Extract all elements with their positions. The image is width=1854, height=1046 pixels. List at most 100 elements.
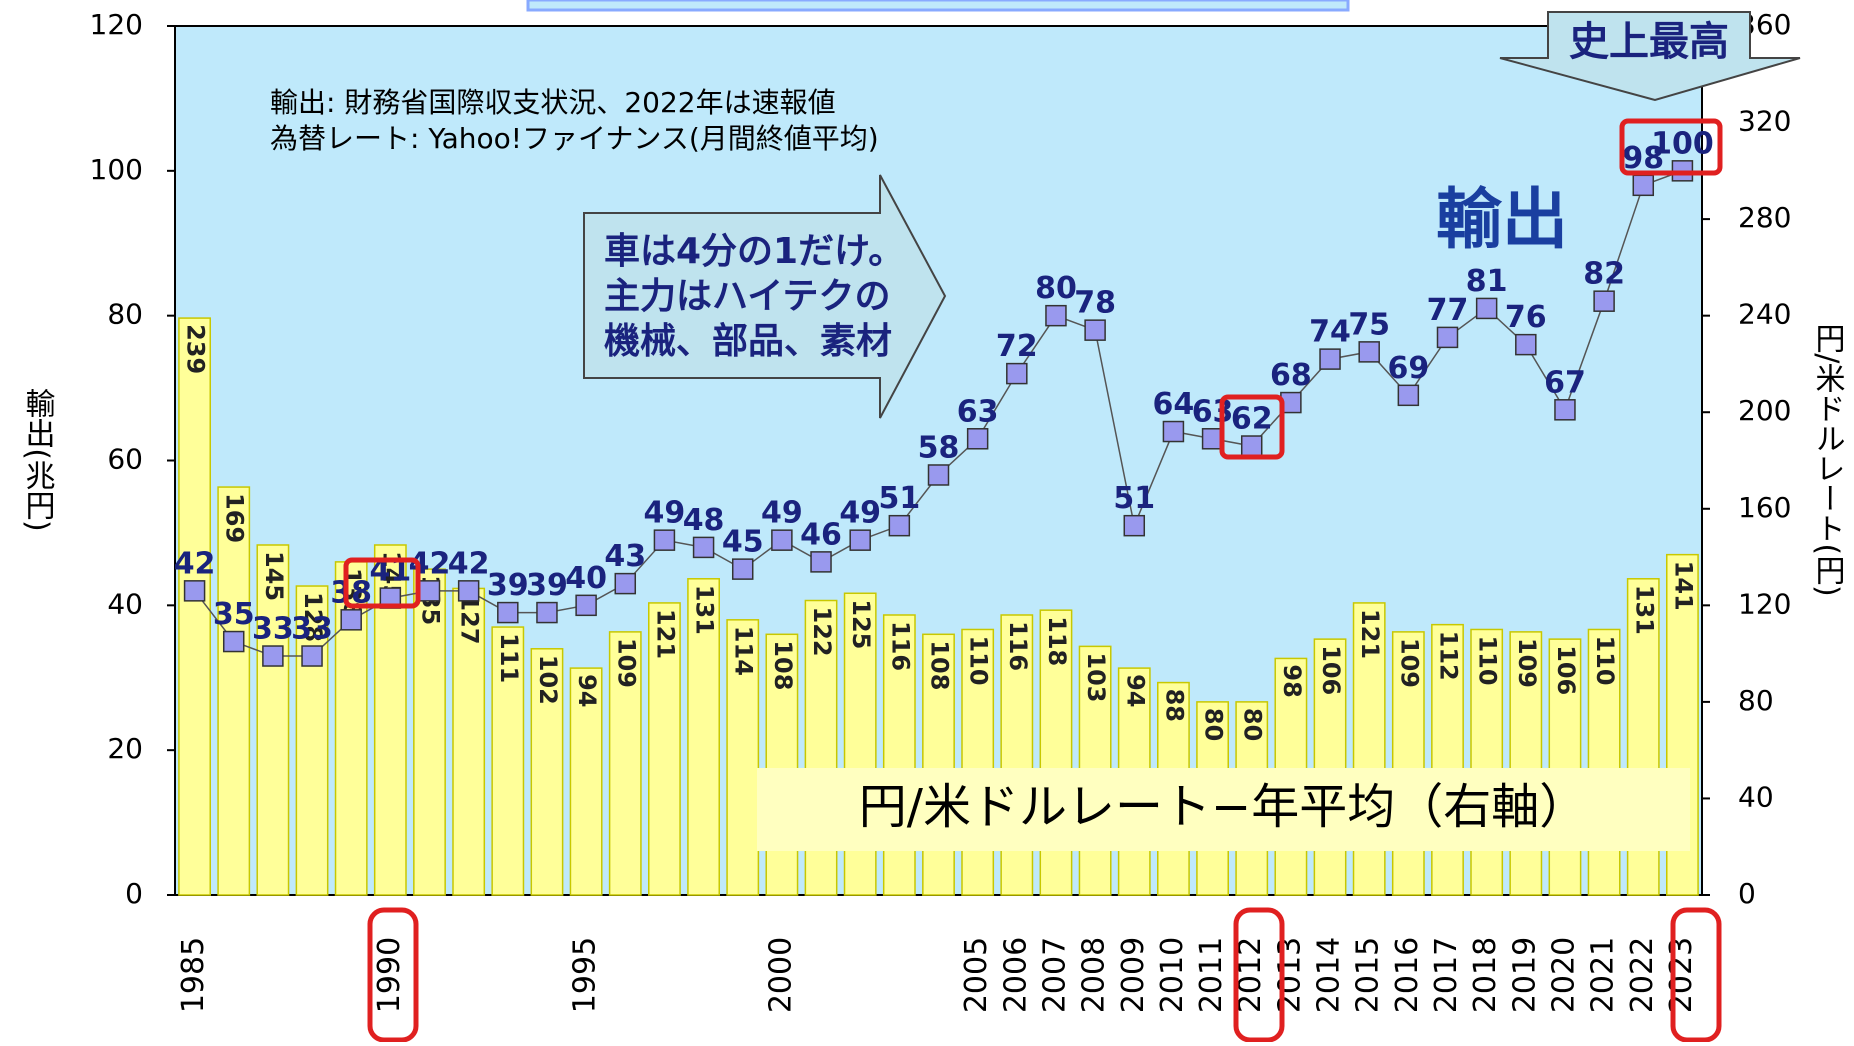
record-arrow xyxy=(1499,11,1801,102)
bar xyxy=(1313,638,1347,896)
point-label: 42 xyxy=(174,546,216,581)
point-label: 80 xyxy=(1035,271,1077,306)
y-tick-label: 100 xyxy=(90,153,143,186)
point xyxy=(418,580,441,602)
bar-label: 239 xyxy=(182,324,210,374)
x-tick-label: 2015 xyxy=(1351,937,1386,1013)
bar xyxy=(256,544,290,896)
point-label: 39 xyxy=(526,568,568,603)
point-label: 63 xyxy=(957,394,999,429)
highlight xyxy=(367,907,419,1043)
bar xyxy=(295,585,329,896)
x-tick-label: 2023 xyxy=(1664,937,1699,1013)
bar-label: 169 xyxy=(221,493,249,543)
point xyxy=(1006,362,1028,385)
point-label: 100 xyxy=(1651,126,1714,161)
y2-tick-label: 280 xyxy=(1738,201,1791,234)
point-label: 77 xyxy=(1427,293,1469,328)
point-label: 48 xyxy=(683,503,725,538)
bar xyxy=(413,568,446,896)
bar-label: 121 xyxy=(1356,609,1384,659)
point xyxy=(340,609,362,631)
y-tick-label: 40 xyxy=(107,587,143,620)
bar-label: 116 xyxy=(886,621,914,671)
point xyxy=(262,645,284,667)
point xyxy=(1593,290,1615,312)
point-label: 63 xyxy=(1192,394,1234,429)
point xyxy=(301,645,323,667)
callout: 機械、部品、素材 xyxy=(604,321,892,362)
note: 輸出: 財務省国際収支状況、2022年は速報値 xyxy=(270,86,836,119)
note: 為替レート: Yahoo!ファイナンス(月間終値平均) xyxy=(270,122,879,155)
bar-label: 110 xyxy=(1474,635,1502,685)
point xyxy=(575,594,597,617)
point-label: 62 xyxy=(1231,402,1273,437)
bar-label: 131 xyxy=(691,585,719,635)
x-tick-label: 1990 xyxy=(372,937,407,1013)
x-tick-label: 2006 xyxy=(998,937,1033,1013)
point xyxy=(1436,326,1459,349)
point xyxy=(1084,319,1106,341)
point xyxy=(810,551,832,573)
bar xyxy=(765,633,799,896)
bar-label: 103 xyxy=(1082,652,1110,702)
series-title: 輸出 xyxy=(1436,181,1568,258)
point-label: 45 xyxy=(722,525,764,560)
bar-label: 109 xyxy=(612,638,640,688)
x-tick-label: 2018 xyxy=(1468,937,1503,1013)
bar-label: 131 xyxy=(1630,585,1658,635)
x-tick-label: 2000 xyxy=(763,937,798,1013)
point xyxy=(614,572,637,595)
y2-tick-label: 40 xyxy=(1738,780,1774,813)
top-box xyxy=(526,0,1350,12)
y-tick-label: 120 xyxy=(90,8,143,41)
x-tick-label: 2014 xyxy=(1312,937,1347,1013)
point-label: 98 xyxy=(1622,141,1664,176)
bar-label: 127 xyxy=(456,594,484,644)
point-label: 40 xyxy=(565,561,607,596)
point xyxy=(1632,174,1655,197)
highlight xyxy=(1233,907,1285,1043)
y2-tick-label: 200 xyxy=(1738,394,1791,427)
x-tick-label: 2008 xyxy=(1077,937,1112,1013)
point xyxy=(1162,420,1185,443)
point-label: 75 xyxy=(1348,307,1390,342)
y-tick-label: 80 xyxy=(107,298,143,331)
bar xyxy=(687,578,720,896)
point-label: 33 xyxy=(291,612,333,647)
point xyxy=(731,558,754,580)
point-label: 46 xyxy=(800,517,842,552)
highlight xyxy=(1619,118,1723,176)
point xyxy=(1358,341,1380,363)
x-tick-label: 1985 xyxy=(176,937,211,1013)
y-tick-label: 0 xyxy=(125,877,143,910)
point xyxy=(692,536,715,559)
y2-tick-label: 320 xyxy=(1738,105,1791,138)
bar xyxy=(726,619,760,896)
bar-label: 118 xyxy=(1043,616,1071,666)
y-tick-label: 60 xyxy=(107,443,143,476)
point-label: 49 xyxy=(644,496,686,531)
bar-label: 108 xyxy=(769,640,797,690)
point-label: 74 xyxy=(1309,315,1351,350)
point-label: 42 xyxy=(409,546,451,581)
bar xyxy=(922,633,955,896)
x-tick-label: 2017 xyxy=(1429,937,1464,1013)
highlight xyxy=(1219,394,1285,460)
point-label: 64 xyxy=(1153,387,1195,422)
y2-tick-label: 160 xyxy=(1738,491,1791,524)
bar-label: 141 xyxy=(1669,561,1697,611)
callout: 車は4分の1だけ。 xyxy=(604,231,904,272)
point xyxy=(888,514,911,537)
rate-title-box xyxy=(757,768,1690,851)
bar-label: 80 xyxy=(1239,708,1267,741)
bar-label: 80 xyxy=(1200,708,1228,741)
point xyxy=(1397,384,1420,407)
point xyxy=(497,601,519,624)
y2-tick-label: 0 xyxy=(1738,877,1756,910)
bar xyxy=(1509,631,1543,896)
x-tick-label: 2021 xyxy=(1586,937,1621,1013)
bar-label: 128 xyxy=(299,592,327,642)
highlight xyxy=(343,557,421,609)
